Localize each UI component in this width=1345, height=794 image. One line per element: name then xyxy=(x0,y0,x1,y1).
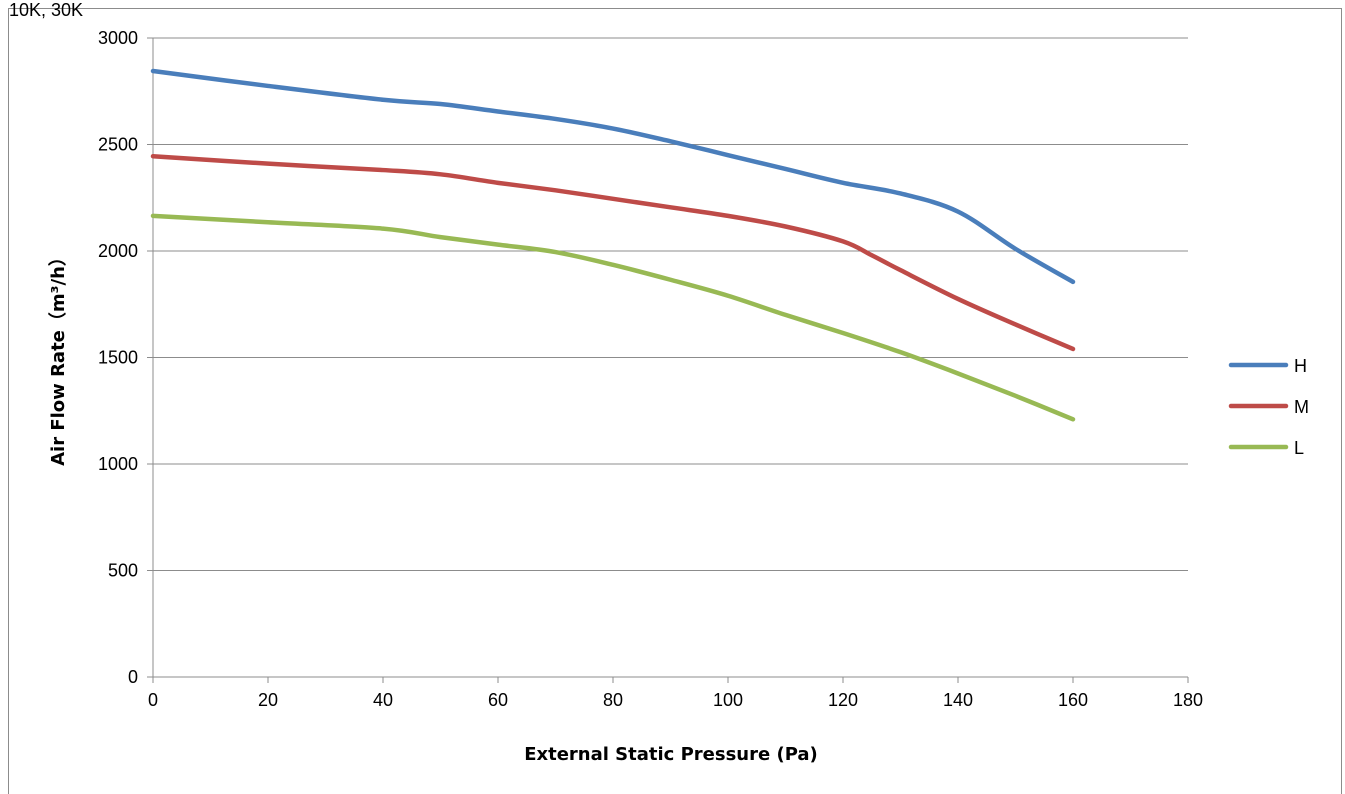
x-tick-label: 160 xyxy=(1058,690,1088,710)
x-tick-label: 180 xyxy=(1173,690,1203,710)
x-tick-label: 80 xyxy=(603,690,623,710)
series-line-h xyxy=(153,71,1073,282)
x-tick-labels: 0 20 40 60 80 100 120 140 160 180 xyxy=(148,690,1203,710)
y-tick-label: 2000 xyxy=(98,241,138,261)
y-tick-label: 1500 xyxy=(98,348,138,368)
legend: H M L xyxy=(1231,356,1309,458)
y-axis-title: Air Flow Rate（m³/h） xyxy=(48,248,69,466)
y-tick-labels: 0 500 1000 1500 2000 2500 3000 xyxy=(98,28,138,687)
x-tick-label: 140 xyxy=(943,690,973,710)
y-tick-label: 0 xyxy=(128,667,138,687)
axes xyxy=(147,38,1188,683)
gridlines xyxy=(153,38,1188,571)
x-tick-label: 20 xyxy=(258,690,278,710)
x-tick-label: 60 xyxy=(488,690,508,710)
legend-label-h: H xyxy=(1294,356,1307,376)
x-tick-label: 100 xyxy=(713,690,743,710)
y-tick-label: 1000 xyxy=(98,454,138,474)
x-tick-label: 0 xyxy=(148,690,158,710)
y-tick-label: 2500 xyxy=(98,135,138,155)
series-lines xyxy=(153,71,1073,419)
x-tick-label: 120 xyxy=(828,690,858,710)
y-tick-label: 500 xyxy=(108,561,138,581)
x-tick-label: 40 xyxy=(373,690,393,710)
y-tick-label: 3000 xyxy=(98,28,138,48)
series-line-l xyxy=(153,216,1073,419)
x-axis-title: External Static Pressure (Pa) xyxy=(524,744,818,765)
legend-label-m: M xyxy=(1294,397,1309,417)
legend-label-l: L xyxy=(1294,438,1304,458)
series-line-m xyxy=(153,156,1073,349)
